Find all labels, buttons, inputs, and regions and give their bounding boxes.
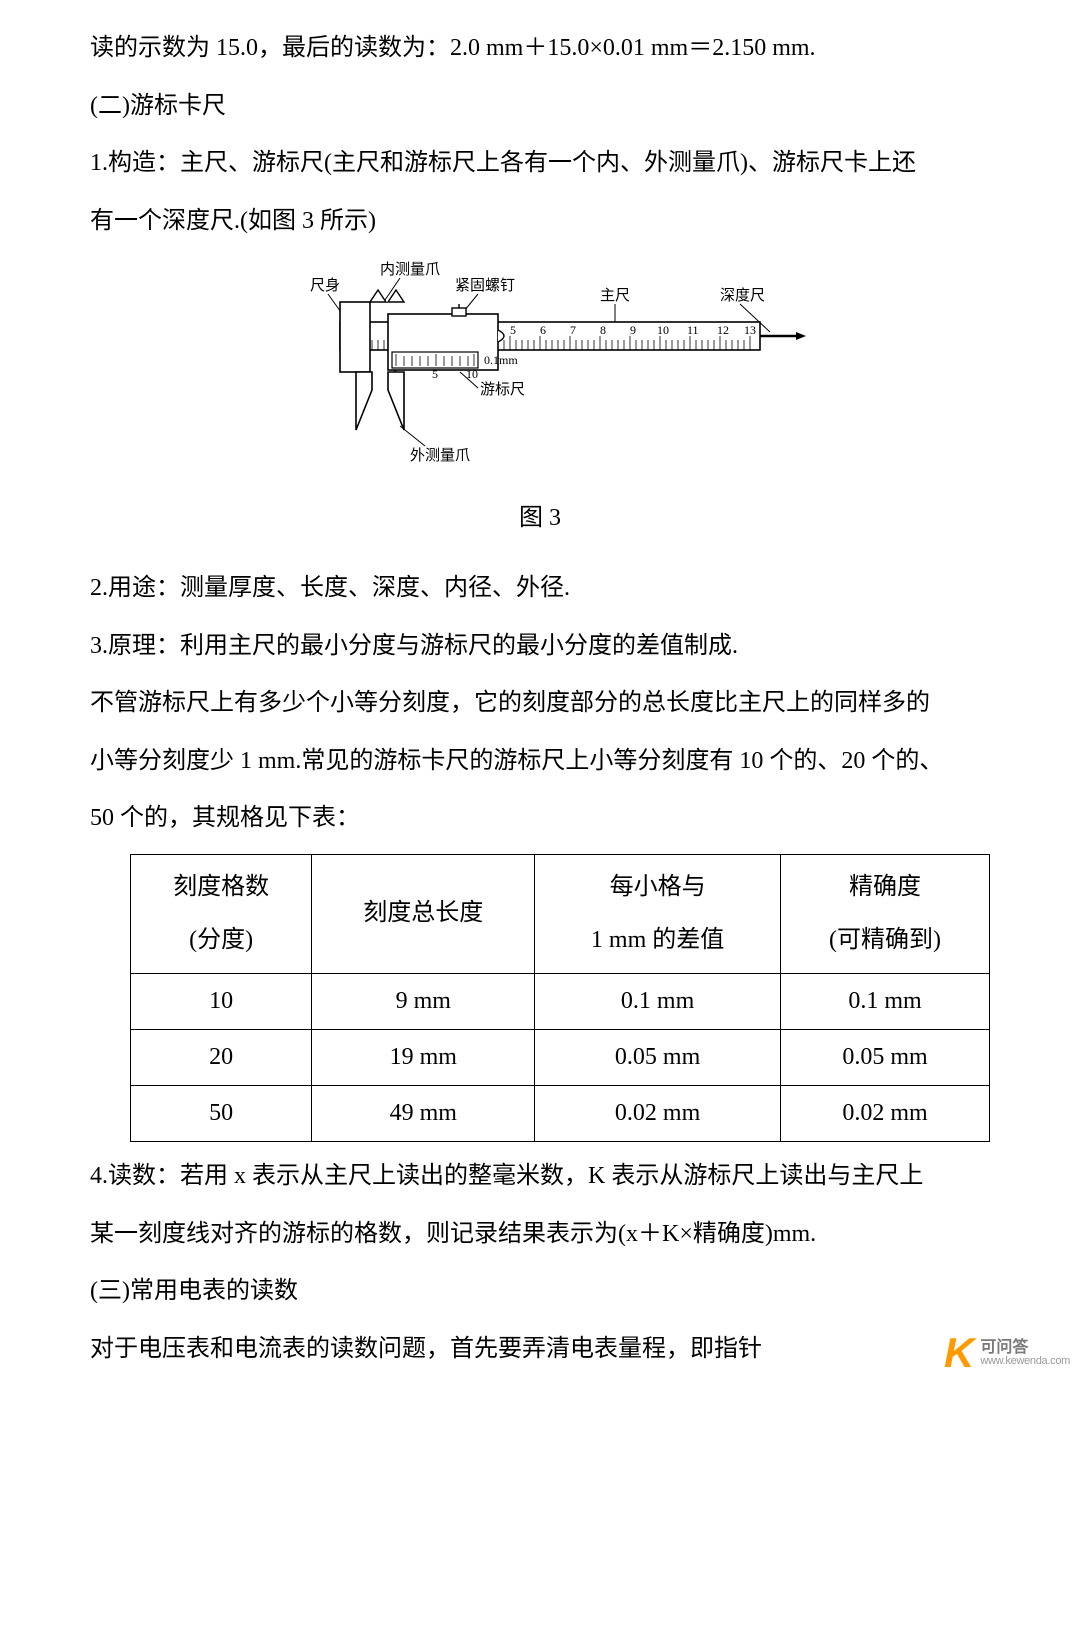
table-header: 刻度格数 (分度): [131, 854, 312, 973]
paragraph: 有一个深度尺.(如图 3 所示): [90, 193, 990, 251]
svg-text:7: 7: [570, 323, 576, 337]
paragraph: 某一刻度线对齐的游标的格数，则记录结果表示为(x＋K×精确度)mm.: [90, 1206, 990, 1264]
svg-text:8: 8: [600, 323, 606, 337]
svg-text:12: 12: [717, 323, 729, 337]
paragraph: 50 个的，其规格见下表：: [90, 790, 990, 848]
paragraph: 对于电压表和电流表的读数问题，首先要弄清电表量程，即指针: [90, 1321, 990, 1379]
paragraph: 4.读数：若用 x 表示从主尺上读出的整毫米数，K 表示从游标尺上读出与主尺上: [90, 1148, 990, 1206]
label-depth-rod: 深度尺: [720, 287, 765, 304]
section-heading: (二)游标卡尺: [90, 78, 990, 136]
table-header: 精确度 (可精确到): [781, 854, 990, 973]
document-page: 读的示数为 15.0，最后的读数为：2.0 mm＋15.0×0.01 mm＝2.…: [0, 0, 1080, 1378]
label-inner-jaw: 内测量爪: [380, 261, 440, 278]
figure-caption: 图 3: [90, 490, 990, 548]
table-header: 每小格与 1 mm 的差值: [535, 854, 781, 973]
watermark-logo: K: [944, 1332, 974, 1374]
label-lock-screw: 紧固螺钉: [455, 277, 515, 294]
table-row: 20 19 mm 0.05 mm 0.05 mm: [131, 1029, 990, 1085]
svg-text:5: 5: [432, 367, 438, 381]
figure-caliper: 尺身 内测量爪 紧固螺钉 主尺 深度尺: [90, 260, 990, 480]
svg-text:6: 6: [540, 323, 546, 337]
paragraph: 2.用途：测量厚度、长度、深度、内径、外径.: [90, 560, 990, 618]
paragraph: 3.原理：利用主尺的最小分度与游标尺的最小分度的差值制成.: [90, 618, 990, 676]
watermark-url: www.kewenda.com: [980, 1356, 1070, 1367]
caliper-svg: 尺身 内测量爪 紧固螺钉 主尺 深度尺: [260, 260, 820, 480]
svg-text:9: 9: [630, 323, 636, 337]
table-row: 50 49 mm 0.02 mm 0.02 mm: [131, 1085, 990, 1141]
label-outer-jaw: 外测量爪: [410, 447, 470, 464]
watermark-name: 可问答: [980, 1340, 1070, 1356]
label-vernier-scale: 游标尺: [480, 381, 525, 398]
svg-text:13: 13: [744, 323, 756, 337]
label-body: 尺身: [310, 277, 340, 294]
spec-table: 刻度格数 (分度) 刻度总长度 每小格与 1 mm 的差值 精确度 (可精确到)…: [130, 854, 990, 1142]
paragraph: 不管游标尺上有多少个小等分刻度，它的刻度部分的总长度比主尺上的同样多的: [90, 675, 990, 733]
section-heading: (三)常用电表的读数: [90, 1263, 990, 1321]
paragraph: 小等分刻度少 1 mm.常见的游标卡尺的游标尺上小等分刻度有 10 个的、20 …: [90, 733, 990, 791]
table-header: 刻度总长度: [312, 854, 535, 973]
watermark: K 可问答 www.kewenda.com: [944, 1332, 1070, 1374]
svg-text:5: 5: [510, 323, 516, 337]
svg-text:10: 10: [657, 323, 669, 337]
label-main-scale: 主尺: [600, 287, 630, 304]
table-row: 10 9 mm 0.1 mm 0.1 mm: [131, 973, 990, 1029]
paragraph: 读的示数为 15.0，最后的读数为：2.0 mm＋15.0×0.01 mm＝2.…: [90, 20, 990, 78]
paragraph: 1.构造：主尺、游标尺(主尺和游标尺上各有一个内、外测量爪)、游标尺卡上还: [90, 135, 990, 193]
svg-text:0.1mm: 0.1mm: [484, 353, 518, 367]
svg-text:11: 11: [687, 323, 699, 337]
